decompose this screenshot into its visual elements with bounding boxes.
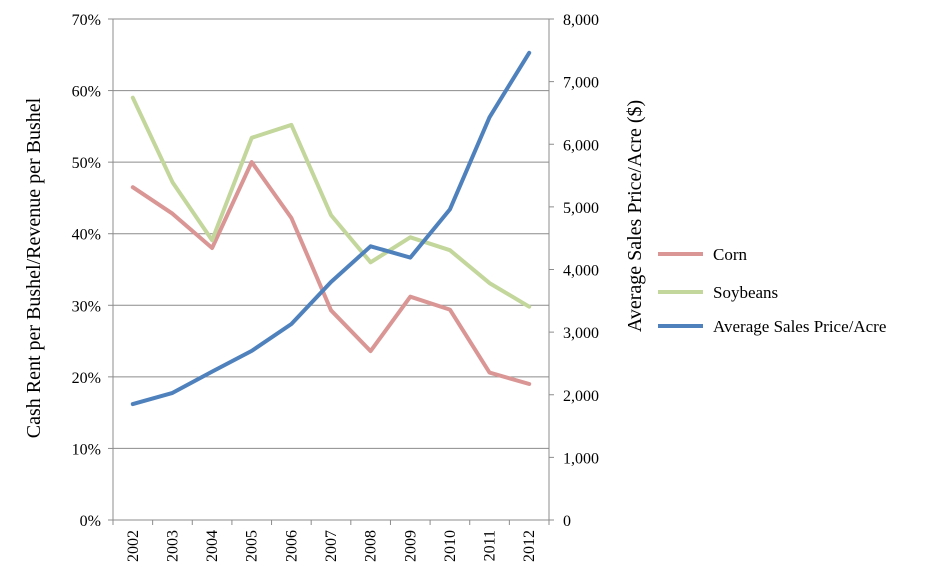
series-line-average-sales-price-acre	[130, 50, 532, 407]
x-tick-label: 2002	[125, 530, 142, 562]
x-tick-label: 2004	[204, 530, 221, 562]
left-tick-label: 10%	[72, 441, 101, 458]
left-tick-label: 20%	[72, 370, 101, 387]
right-tick-label: 3,000	[563, 325, 599, 342]
right-tick-label: 4,000	[563, 263, 599, 280]
x-tick-label: 2009	[402, 530, 419, 562]
x-tick-label: 2011	[482, 530, 499, 561]
right-axis-title: Average Sales Price/Acre ($)	[624, 100, 646, 332]
series-line-corn	[130, 160, 532, 386]
x-tick-label: 2005	[244, 530, 261, 562]
x-tick-label: 2007	[323, 530, 340, 562]
left-axis-title: Cash Rent per Bushel/Revenue per Bushel	[23, 97, 45, 438]
series-line-soybeans	[130, 95, 532, 309]
right-tick-label: 2,000	[563, 388, 599, 405]
x-tick-label: 2012	[521, 530, 538, 562]
x-tick-label: 2010	[442, 530, 459, 562]
right-tick-label: 7,000	[563, 75, 599, 92]
series-lines	[130, 50, 532, 407]
axes	[112, 19, 550, 521]
right-tick-label: 8,000	[563, 12, 599, 29]
x-tick-label: 2008	[363, 530, 380, 562]
legend-label-corn: Corn	[713, 245, 748, 264]
right-tick-label: 5,000	[563, 200, 599, 217]
gridlines	[113, 18, 549, 449]
left-tick-label: 40%	[72, 227, 101, 244]
left-axis-ticks: 0% 10% 20% 30% 40% 50% 60% 70%	[72, 12, 113, 530]
left-tick-label: 50%	[72, 155, 101, 172]
legend-label-soybeans: Soybeans	[713, 283, 778, 302]
left-tick-label: 60%	[72, 84, 101, 101]
right-axis-ticks: 0 1,000 2,000 3,000 4,000 5,000 6,000 7,000 8,00…	[549, 12, 599, 530]
right-tick-label: 6,000	[563, 137, 599, 154]
x-tick-label: 2003	[164, 530, 181, 562]
right-tick-label: 0	[563, 513, 571, 530]
left-tick-label: 30%	[72, 298, 101, 315]
x-axis-ticks: 2002 2003 2004 2005 2006 2007 2008 2009 2010 2011…	[112, 520, 550, 562]
legend: Corn Soybeans Average Sales Price/Acre	[658, 245, 886, 336]
left-tick-label: 70%	[72, 12, 101, 29]
left-tick-label: 0%	[80, 513, 101, 530]
right-tick-label: 1,000	[563, 450, 599, 467]
legend-label-average-sales-price-acre: Average Sales Price/Acre	[713, 317, 886, 336]
x-tick-label: 2006	[283, 530, 300, 562]
